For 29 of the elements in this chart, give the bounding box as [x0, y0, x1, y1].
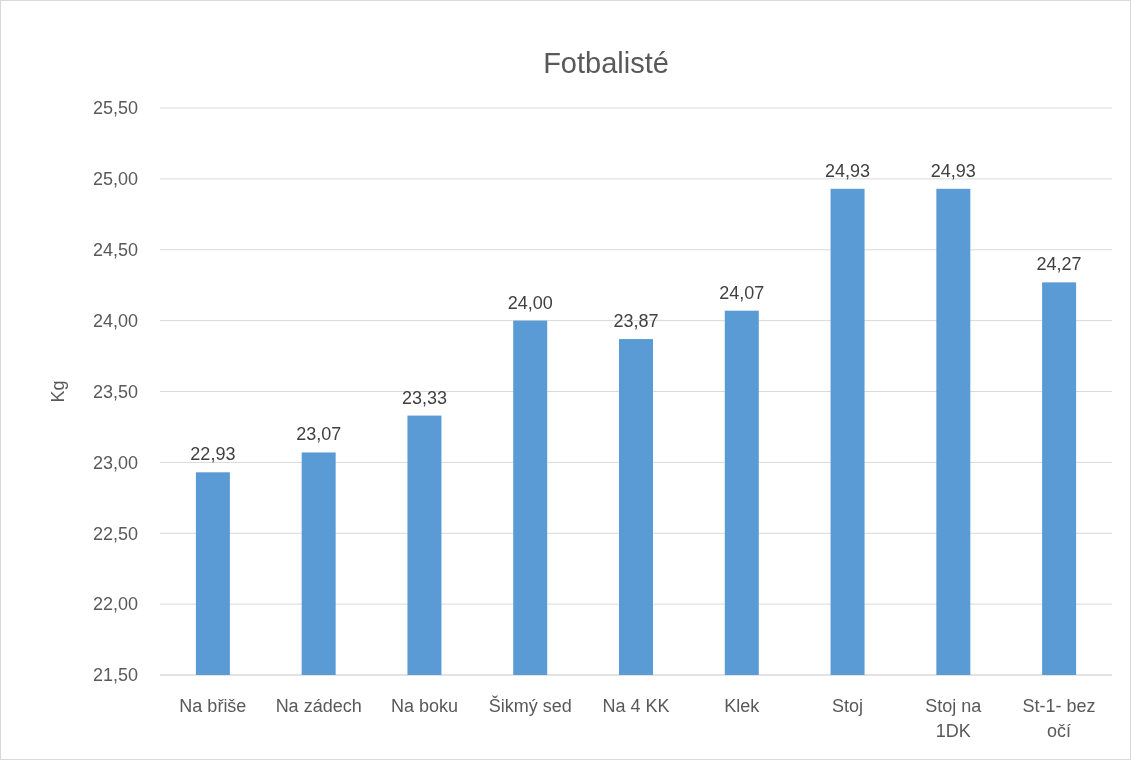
data-label: 24,07 — [719, 282, 765, 303]
data-label: 23,07 — [296, 424, 342, 445]
x-tick-label: Na 4 KK — [602, 696, 670, 716]
y-tick-label: 25,50 — [92, 98, 138, 119]
data-label: 22,93 — [190, 444, 236, 465]
y-tick-label: 25,00 — [92, 169, 138, 190]
x-tick-label: Na zádech — [275, 696, 362, 716]
data-label: 24,93 — [930, 160, 976, 181]
data-label: 23,87 — [613, 311, 659, 332]
x-tick-label: Stoj na 1DK — [925, 696, 983, 741]
y-tick-label: 23,00 — [92, 452, 138, 473]
data-label: 23,33 — [401, 387, 447, 408]
data-label: 24,93 — [825, 160, 871, 181]
chart-title: Fotbalisté — [543, 47, 669, 79]
x-tick-label: Na boku — [390, 696, 458, 716]
y-tick-label: 22,00 — [92, 594, 138, 615]
x-tick-label: Na břiše — [179, 696, 247, 716]
y-axis-title: Kg — [48, 380, 68, 403]
y-tick-label: 22,50 — [92, 523, 138, 544]
x-tick-label: St-1- bez očí — [1022, 696, 1096, 741]
data-label: 24,27 — [1036, 254, 1082, 275]
x-tick-label: Klek — [724, 696, 761, 716]
y-tick-label: 21,50 — [92, 665, 138, 686]
x-tick-label: Šikmý sed — [488, 695, 572, 716]
x-tick-label: Stoj — [832, 696, 864, 716]
y-tick-label: 24,50 — [92, 240, 138, 261]
y-tick-label: 24,00 — [92, 310, 138, 331]
y-tick-label: 23,50 — [92, 381, 138, 402]
data-label: 24,00 — [507, 292, 553, 313]
